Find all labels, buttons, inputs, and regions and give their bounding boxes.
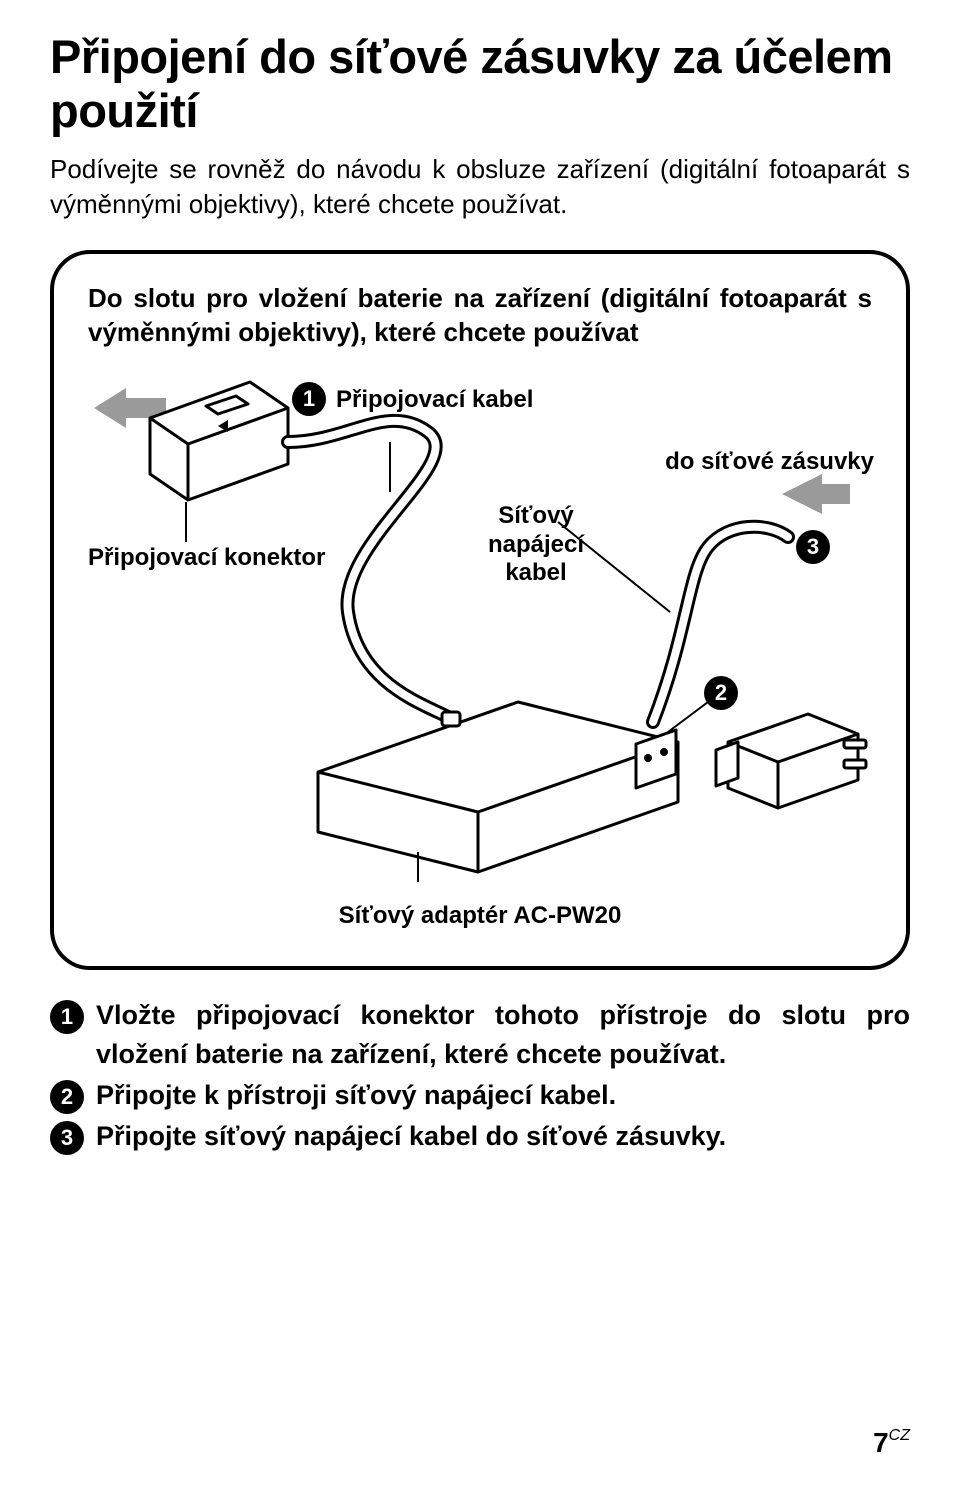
steps-list: 1 Vložte připojovací konektor tohoto pří… — [50, 996, 910, 1157]
bullet-1: 1 — [292, 382, 326, 416]
label-connect-cable: Připojovací kabel — [336, 386, 533, 415]
label-power-cable-l1: Síťový — [498, 502, 574, 529]
step-1-text: Vložte připojovací konektor tohoto příst… — [96, 996, 910, 1074]
step-2: 2 Připojte k přístroji síťový napájecí k… — [50, 1076, 910, 1115]
step-2-num: 2 — [50, 1080, 84, 1114]
bullet-3: 3 — [796, 530, 830, 564]
outlet-arrow-icon — [782, 474, 850, 514]
step-3-num: 3 — [50, 1121, 84, 1155]
diagram: 1 Připojovací kabel Připojovací konektor… — [88, 372, 872, 892]
intro-paragraph: Podívejte se rovněž do návodu k obsluze … — [50, 152, 910, 222]
bullet-2: 2 — [704, 676, 738, 710]
page-title: Připojení do síťové zásuvky za účelem po… — [50, 30, 910, 138]
page-number: 7 — [873, 1427, 889, 1458]
step-1: 1 Vložte připojovací konektor tohoto pří… — [50, 996, 910, 1074]
step-2-text: Připojte k přístroji síťový napájecí kab… — [96, 1076, 910, 1115]
label-power-cable-l2: napájecí — [488, 531, 584, 558]
diagram-container: Do slotu pro vložení baterie na zařízení… — [50, 250, 910, 970]
box-instruction: Do slotu pro vložení baterie na zařízení… — [88, 282, 872, 350]
step-3: 3 Připojte síťový napájecí kabel do síťo… — [50, 1117, 910, 1156]
label-power-cable: Síťový napájecí kabel — [476, 502, 596, 588]
connector-icon — [150, 382, 288, 500]
label-power-cable-l3: kabel — [505, 559, 566, 586]
plug-icon — [716, 714, 866, 808]
page-lang: CZ — [889, 1427, 910, 1444]
adapter-icon — [318, 702, 678, 872]
step-3-text: Připojte síťový napájecí kabel do síťové… — [96, 1117, 910, 1156]
step-1-num: 1 — [50, 1000, 84, 1034]
adapter-caption: Síťový adaptér AC-PW20 — [88, 902, 872, 930]
label-to-outlet: do síťové zásuvky — [654, 448, 874, 477]
label-connector: Připojovací konektor — [88, 544, 348, 573]
page-footer: 7CZ — [873, 1427, 910, 1459]
